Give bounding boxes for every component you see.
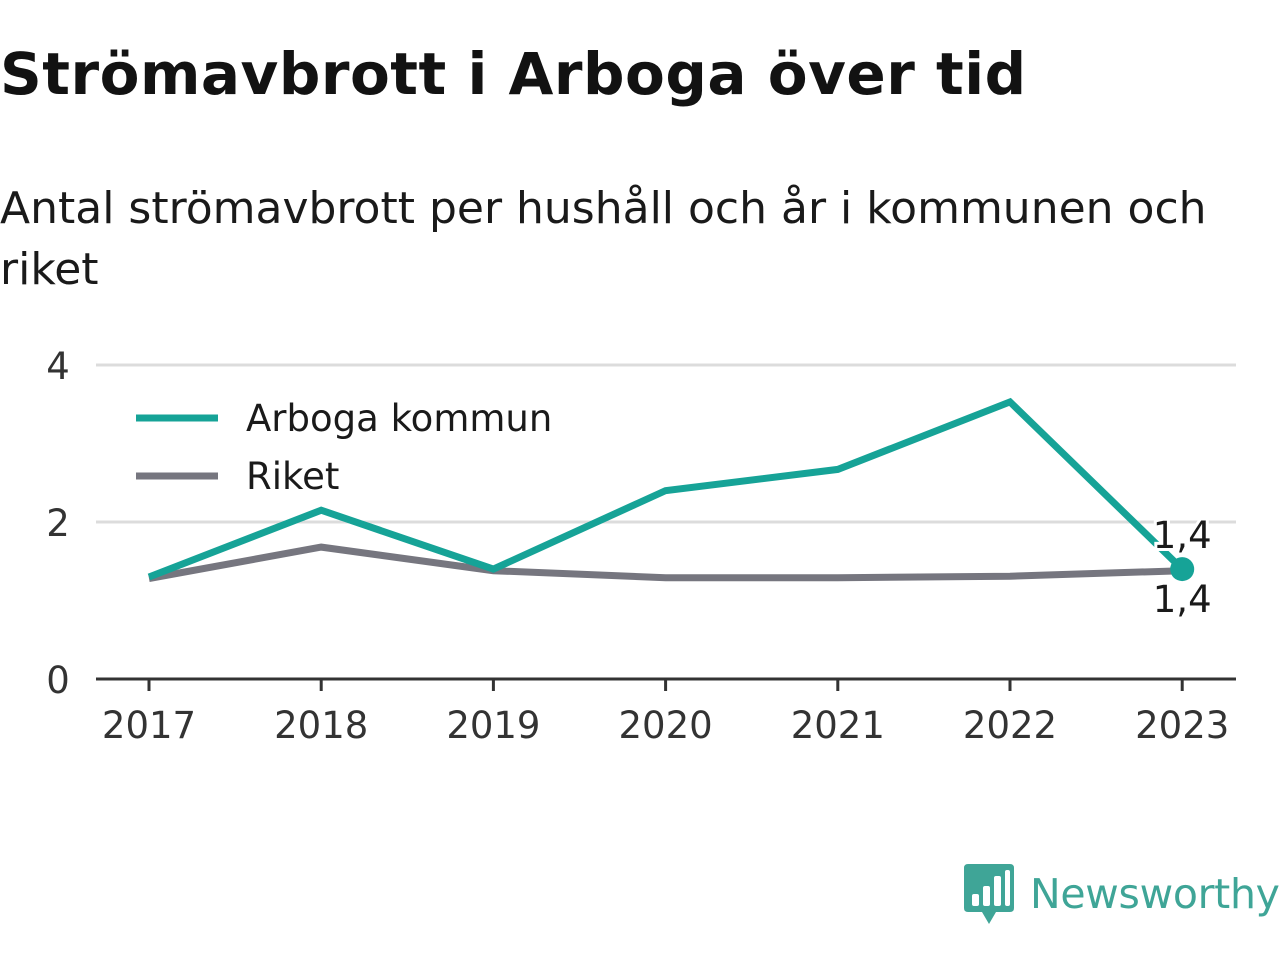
x-axis-labels: 2017 2018 2019 2020 2021 2022 2023 [102, 704, 1229, 747]
x-tick-label-2019: 2019 [446, 704, 540, 747]
series-line-arboga-kommun [147, 397, 1185, 581]
y-axis-labels: 0 2 4 [46, 345, 70, 702]
bar-chart-speech-bubble-icon [964, 864, 1014, 924]
y-tick-label-0: 0 [46, 659, 70, 702]
x-axis-ticks [147, 679, 1184, 691]
end-label-arboga-kommun: 1,4 [1153, 514, 1212, 557]
x-tick-label-2020: 2020 [619, 704, 713, 747]
end-labels: 1,41,4 [1150, 511, 1215, 624]
y-tick-label-4: 4 [46, 345, 70, 388]
x-tick-label-2021: 2021 [791, 704, 885, 747]
end-point-arboga-kommun [1170, 557, 1195, 582]
legend: Arboga kommun Riket [136, 397, 552, 498]
gridlines [96, 363, 1236, 524]
x-tick-label-2022: 2022 [963, 704, 1057, 747]
x-tick-label-2023: 2023 [1135, 704, 1229, 747]
legend-label-riket: Riket [246, 455, 339, 498]
x-tick-label-2017: 2017 [102, 704, 196, 747]
y-tick-label-2: 2 [46, 502, 70, 545]
end-label-riket: 1,4 [1153, 578, 1212, 621]
newsworthy-logo: Newsworthy [962, 862, 1280, 926]
chart-subtitle: Antal strömavbrott per hushåll och år i … [0, 183, 1207, 295]
x-tick-label-2018: 2018 [274, 704, 368, 747]
series-line-riket [148, 543, 1183, 582]
legend-label-arboga-kommun: Arboga kommun [246, 397, 552, 440]
chart-title: Strömavbrott i Arboga över tid [0, 40, 1027, 108]
series-layer [147, 397, 1195, 582]
brand-name: Newsworthy [1030, 870, 1280, 918]
